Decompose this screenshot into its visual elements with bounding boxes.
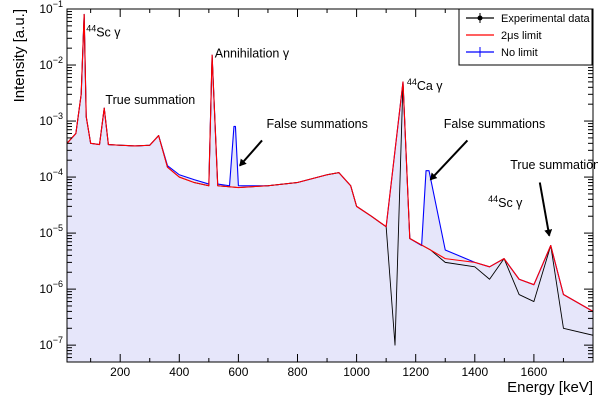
- plot-area: [67, 13, 593, 362]
- annotation-arrow: [538, 182, 553, 237]
- annotation-arrow: [239, 139, 263, 167]
- series-line-2-s-limit: [67, 13, 593, 312]
- legend: Experimental data 2μs limit No limit: [458, 8, 593, 66]
- x-tick-label: 600: [228, 365, 248, 379]
- no-limit-fill: [67, 14, 593, 362]
- y-tick-label: 10−5: [39, 223, 63, 240]
- legend-entry: No limit: [501, 47, 538, 59]
- ticks-layer: 200 400 600 800 1000 1200 1400 1600 10−7 10−6 10−5…: [39, 0, 593, 379]
- annotations-layer: 44Sc γ True summation Annihilation γ False …: [86, 24, 598, 237]
- legend-entry: Experimental data: [501, 13, 591, 25]
- annotation-arrow: [429, 139, 469, 181]
- y-tick-label: 10−3: [39, 111, 63, 128]
- x-tick-label: 400: [169, 365, 189, 379]
- annotation-label: Annihilation γ: [215, 47, 290, 61]
- annotation-label: True summation: [105, 93, 195, 107]
- y-tick-label: 10−1: [39, 0, 63, 16]
- annotation-label: False summations: [444, 117, 545, 131]
- x-tick-label: 1600: [521, 365, 548, 379]
- x-tick-label: 1200: [402, 365, 429, 379]
- x-tick-label: 800: [287, 365, 307, 379]
- y-tick-label: 10−6: [39, 279, 63, 296]
- y-tick-label: 10−4: [39, 167, 63, 184]
- annotation-label: False summations: [266, 117, 367, 131]
- x-tick-label: 200: [110, 365, 130, 379]
- legend-entry: 2μs limit: [501, 30, 542, 42]
- annotation-label: True summation: [510, 158, 598, 172]
- x-tick-label: 1000: [343, 365, 370, 379]
- x-axis-title: Energy [keV]: [507, 379, 593, 396]
- annotation-label: 44Sc γ: [488, 194, 523, 210]
- x-tick-label: 1400: [461, 365, 488, 379]
- y-tick-label: 10−2: [39, 55, 63, 72]
- y-tick-label: 10−7: [39, 335, 63, 352]
- annotation-label: 44Ca γ: [407, 77, 443, 93]
- annotation-label: 44Sc γ: [86, 24, 121, 40]
- series-layer: [67, 13, 593, 346]
- y-axis-title: Intensity [a.u.]: [11, 9, 28, 102]
